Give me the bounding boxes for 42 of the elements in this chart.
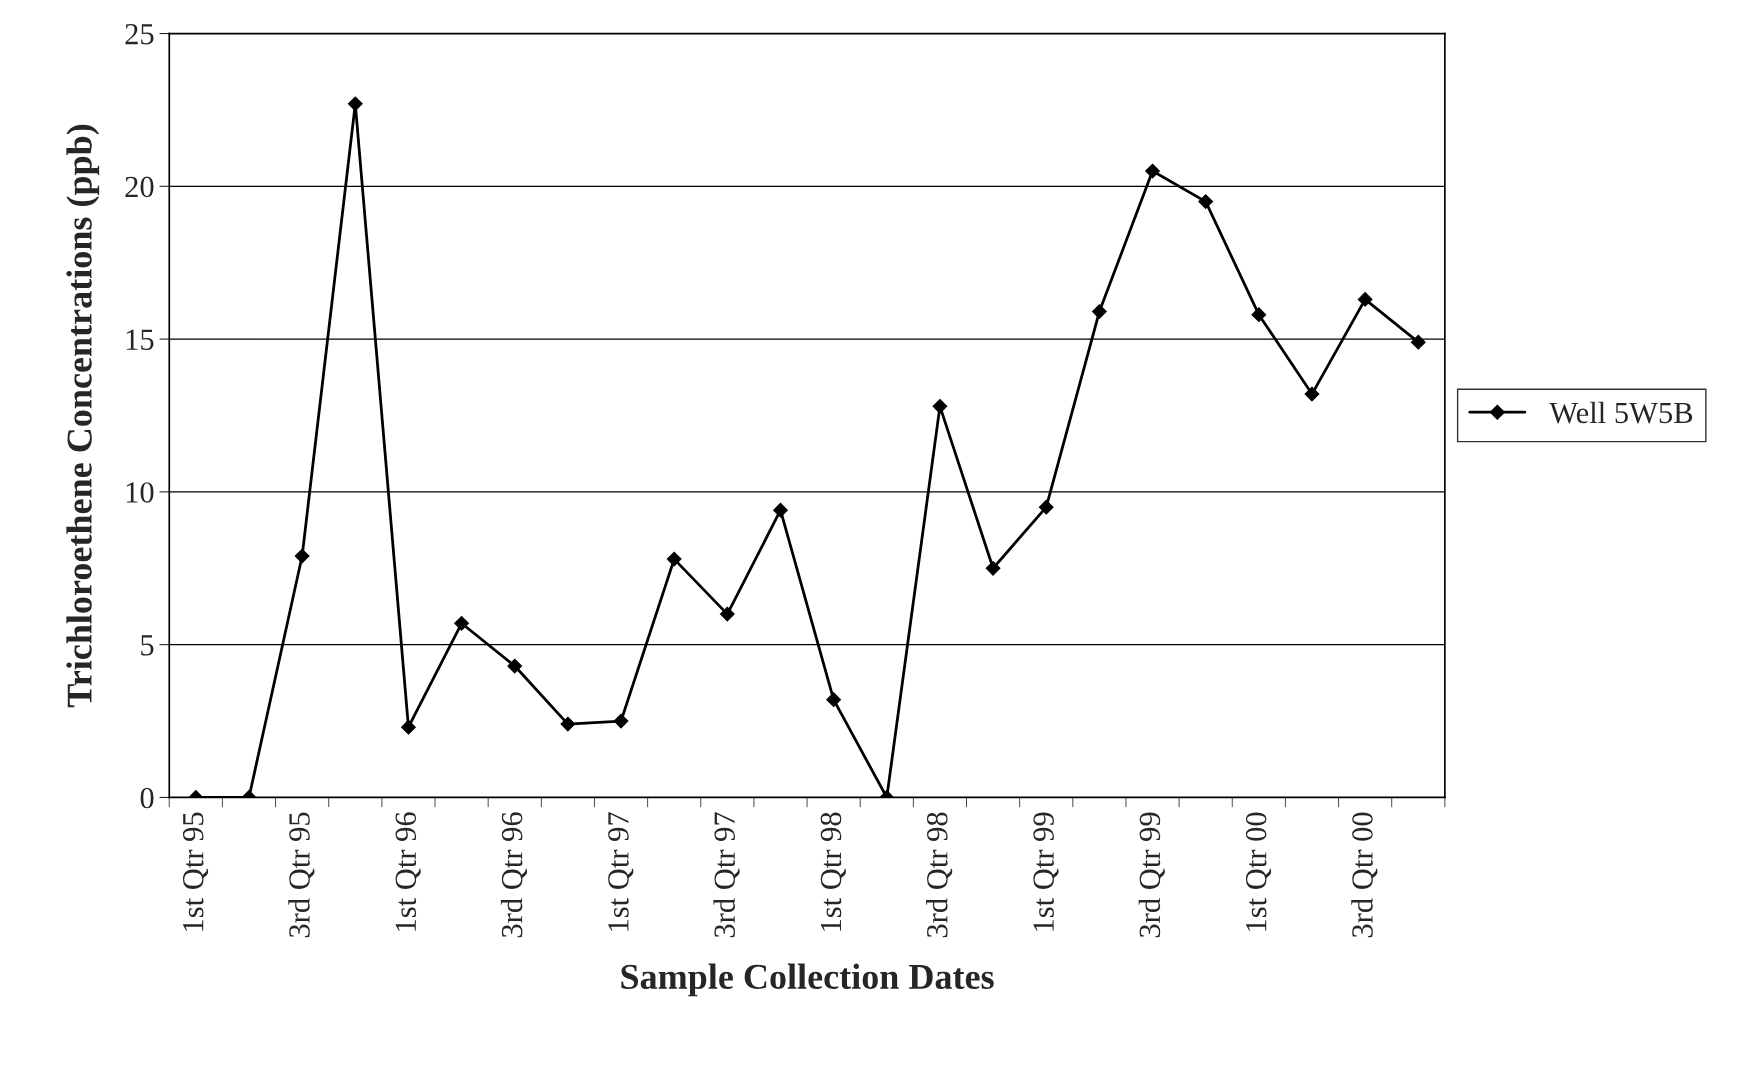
x-tick-label: 1st Qtr 95 bbox=[182, 812, 209, 931]
legend-label: Well 5W5B bbox=[1549, 401, 1693, 424]
point bbox=[347, 96, 363, 112]
point bbox=[1038, 499, 1054, 515]
point bbox=[932, 398, 948, 414]
x-tick-label: 3rd Qtr 95 bbox=[288, 812, 315, 938]
y-tick-label: 20 bbox=[125, 176, 154, 198]
point bbox=[1410, 334, 1426, 350]
point bbox=[826, 692, 842, 708]
point bbox=[613, 713, 629, 729]
y-tick-label: 25 bbox=[125, 23, 154, 45]
y-tick-label: 0 bbox=[140, 787, 154, 809]
x-tick-label: 1st Qtr 96 bbox=[395, 812, 421, 931]
point bbox=[454, 615, 469, 631]
x-tick-label: 3rd Qtr 96 bbox=[500, 812, 528, 938]
point bbox=[560, 716, 576, 732]
point bbox=[719, 606, 735, 622]
x-tick-label: 1st Qtr 00 bbox=[1245, 812, 1272, 931]
point bbox=[1304, 386, 1320, 402]
point bbox=[773, 502, 788, 518]
x-tick-label: 3rd Qtr 98 bbox=[926, 812, 953, 938]
point bbox=[1251, 307, 1267, 323]
x-tick-label: 3rd Qtr 97 bbox=[713, 812, 740, 938]
point bbox=[1145, 163, 1160, 179]
point bbox=[985, 560, 1001, 576]
x-tick-label: 1st Qtr 99 bbox=[1033, 812, 1059, 931]
point bbox=[1357, 291, 1373, 307]
point bbox=[294, 548, 310, 564]
x-axis-title: Sample Collection Dates bbox=[621, 963, 994, 997]
point bbox=[1198, 194, 1214, 209]
point bbox=[1091, 304, 1107, 319]
x-tick-label: 3rd Qtr 99 bbox=[1138, 812, 1165, 938]
x-tick-label: 1st Qtr 97 bbox=[608, 812, 634, 931]
x-tick-label: 3rd Qtr 00 bbox=[1351, 812, 1378, 938]
point bbox=[507, 658, 523, 674]
x-tick-label: 1st Qtr 98 bbox=[820, 812, 846, 931]
y-tick-label: 15 bbox=[126, 329, 154, 350]
y-axis-title: Trichloroethene Concentrations (ppb) bbox=[66, 124, 100, 708]
point bbox=[401, 719, 416, 735]
y-tick-label: 5 bbox=[141, 635, 154, 656]
point bbox=[666, 551, 682, 567]
y-tick-label: 10 bbox=[126, 482, 154, 503]
